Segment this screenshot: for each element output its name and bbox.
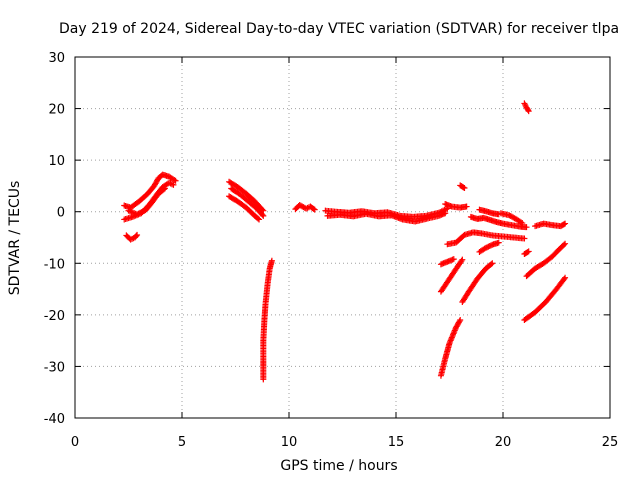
series-arc-21 — [521, 274, 569, 324]
data-point — [519, 220, 526, 227]
series-arc-1d — [125, 185, 168, 218]
data-point — [524, 249, 531, 256]
series-arc-11 — [444, 229, 528, 248]
data-point — [450, 256, 457, 263]
series-arc-7 — [457, 182, 468, 191]
data-point — [256, 216, 263, 223]
data-point — [523, 224, 530, 231]
y-tick-label: 30 — [48, 51, 65, 66]
data-point — [560, 221, 567, 228]
series-arc-13 — [437, 256, 457, 268]
series-arc-12 — [476, 239, 502, 255]
y-tick-label: -30 — [44, 360, 65, 375]
series-arc-2c — [228, 185, 267, 219]
series-arc-2b — [226, 193, 263, 223]
series-arc-14 — [437, 256, 466, 295]
data-point — [134, 231, 141, 238]
y-tick-label: -40 — [44, 412, 65, 427]
data-point — [457, 317, 464, 324]
data-point — [160, 186, 167, 193]
plot-frame — [74, 56, 611, 419]
data-point — [463, 203, 470, 210]
data-point — [524, 106, 531, 113]
data-point — [259, 211, 266, 218]
data-point — [488, 261, 495, 268]
data-marks — [121, 100, 569, 383]
series-arc-5b — [324, 210, 449, 225]
data-point — [460, 184, 467, 191]
data-point — [562, 274, 569, 281]
data-point — [562, 240, 569, 247]
axis-ticks — [74, 56, 611, 419]
series-arc-15 — [459, 260, 496, 305]
data-point — [560, 241, 567, 248]
x-tick-label: 5 — [178, 435, 186, 450]
x-tick-label: 25 — [602, 435, 619, 450]
x-tick-label: 10 — [281, 435, 298, 450]
series-arc-19 — [532, 220, 569, 230]
chart-title: Day 219 of 2024, Sidereal Day-to-day VTE… — [59, 21, 619, 37]
data-point — [495, 239, 502, 246]
x-tick-label: 20 — [495, 435, 512, 450]
data-point — [458, 257, 465, 264]
data-point — [254, 215, 261, 222]
series-arc-1a — [121, 171, 179, 211]
series-arc-3 — [260, 257, 275, 383]
data-point — [521, 235, 528, 242]
x-tick-labels: 0 5 10 15 20 25 — [71, 435, 618, 450]
data-point — [489, 260, 496, 267]
data-point — [161, 185, 168, 192]
data-point — [310, 205, 317, 212]
y-tick-label: 0 — [57, 206, 65, 221]
data-point — [561, 275, 568, 282]
y-tick-label: -10 — [44, 257, 65, 272]
data-point — [461, 184, 468, 191]
data-point — [170, 181, 177, 188]
data-point — [442, 210, 449, 217]
y-tick-labels: -40 -30 -20 -10 0 10 20 30 — [44, 51, 65, 427]
series-arc-6 — [442, 200, 470, 211]
data-point — [517, 219, 524, 226]
data-point — [456, 318, 463, 325]
data-point — [260, 212, 267, 219]
series-arc-1c — [123, 231, 141, 243]
data-point — [311, 206, 318, 213]
series-arc-16 — [437, 317, 464, 379]
series-arc-17 — [521, 100, 532, 115]
y-tick-label: 10 — [48, 154, 65, 169]
x-tick-label: 0 — [71, 435, 79, 450]
y-tick-label: 20 — [48, 103, 65, 118]
y-tick-label: -20 — [44, 309, 65, 324]
series-arc-20 — [523, 240, 569, 280]
data-point — [525, 248, 532, 255]
data-point — [133, 232, 140, 239]
data-point — [268, 257, 275, 264]
data-point — [459, 256, 466, 263]
data-point — [525, 108, 532, 115]
y-axis-title: SDTVAR / TECUs — [7, 181, 23, 296]
series-arc-9 — [467, 213, 530, 231]
data-point — [562, 220, 569, 227]
x-axis-title: GPS time / hours — [280, 458, 397, 474]
x-tick-label: 15 — [388, 435, 405, 450]
series-arc-10 — [497, 210, 526, 227]
series-arc-4 — [292, 202, 318, 213]
data-point — [172, 177, 179, 184]
series-arc-18 — [521, 248, 532, 258]
data-point — [171, 176, 178, 183]
